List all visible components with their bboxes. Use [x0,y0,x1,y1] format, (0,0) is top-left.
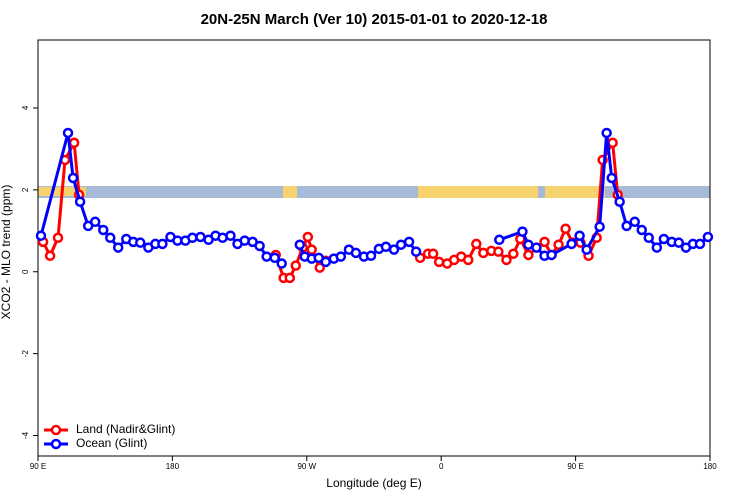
data-point [546,249,557,261]
data-point [365,250,377,262]
data-point [636,224,648,236]
y-tick-label: -4 [21,431,30,439]
data-point [581,244,592,255]
data-point [651,242,663,253]
data-point [135,237,146,248]
data-point [112,242,124,253]
data-point [601,127,612,139]
data-point [74,196,86,207]
data-point [508,248,519,259]
data-point [44,250,56,262]
data-point [523,249,534,261]
x-tick-label: 90 E [30,462,46,471]
data-point [187,232,198,244]
data-point [269,252,280,264]
data-point [157,238,168,250]
land-patch [283,186,297,198]
data-point [195,231,206,243]
data-point [566,238,577,250]
data-point [560,223,571,235]
plot-frame [37,39,711,457]
data-point [306,244,317,255]
data-point [494,234,505,246]
data-point [294,239,306,250]
data-point [52,232,64,244]
data-point [629,216,640,228]
data-point [302,231,314,243]
data-point [643,232,655,244]
data-point [105,232,116,244]
data-point [239,235,250,246]
y-tick-label: -2 [21,350,30,358]
data-point [517,226,528,237]
data-point [335,251,347,262]
data-point [594,221,605,232]
data-point [427,248,439,259]
data-point [702,231,714,243]
data-point [89,216,101,228]
legend-label: Ocean (Glint) [76,436,147,450]
data-point [531,242,542,253]
data-point [225,230,236,241]
land-patch [418,186,538,198]
data-point [67,172,79,184]
legend-marker [50,424,62,436]
data-point [433,256,445,268]
data-point [388,244,400,255]
data-point [290,260,301,271]
x-tick-label: 180 [166,462,180,471]
data-point [35,230,47,241]
data-point [380,241,392,253]
data-point [614,196,625,207]
data-point [606,172,617,184]
data-point [553,239,564,250]
data-point [395,239,407,250]
data-point [350,247,362,259]
data-point [493,246,504,257]
chart-title: 20N-25N March (Ver 10) 2015-01-01 to 202… [201,11,548,28]
data-point [539,236,550,248]
legend-label: Land (Nadir&Glint) [76,422,175,436]
y-tick-label: 0 [21,269,30,274]
y-tick-label: 2 [21,187,30,192]
data-point [607,137,618,149]
data-point [621,220,632,232]
data-point [673,237,685,248]
ocean-strip [38,186,710,198]
data-point [501,254,512,266]
x-tick-label: 90 W [297,462,316,471]
data-point [523,239,534,250]
data-point [314,262,326,273]
data-point [62,127,74,139]
x-tick-label: 0 [439,462,444,471]
land-patch [545,186,605,198]
y-tick-label: 4 [21,105,30,110]
data-point [471,238,482,250]
x-tick-label: 90 E [567,462,583,471]
data-point [574,230,585,241]
data-point [284,272,296,284]
data-point [410,246,422,257]
data-point [478,247,489,259]
data-point [254,240,265,252]
data-point [261,251,272,262]
data-point [98,224,109,236]
legend-marker [50,438,62,450]
data-point [403,236,415,248]
map-strip [38,186,710,198]
data-point [462,254,474,266]
data-point [694,238,706,250]
y-axis-label: XCO2 - MLO trend (ppm) [0,185,13,320]
x-tick-label: 180 [703,462,717,471]
x-axis-label: Longitude (deg E) [326,476,421,490]
data-point [320,256,332,268]
data-point [68,137,80,149]
data-point [276,258,287,269]
